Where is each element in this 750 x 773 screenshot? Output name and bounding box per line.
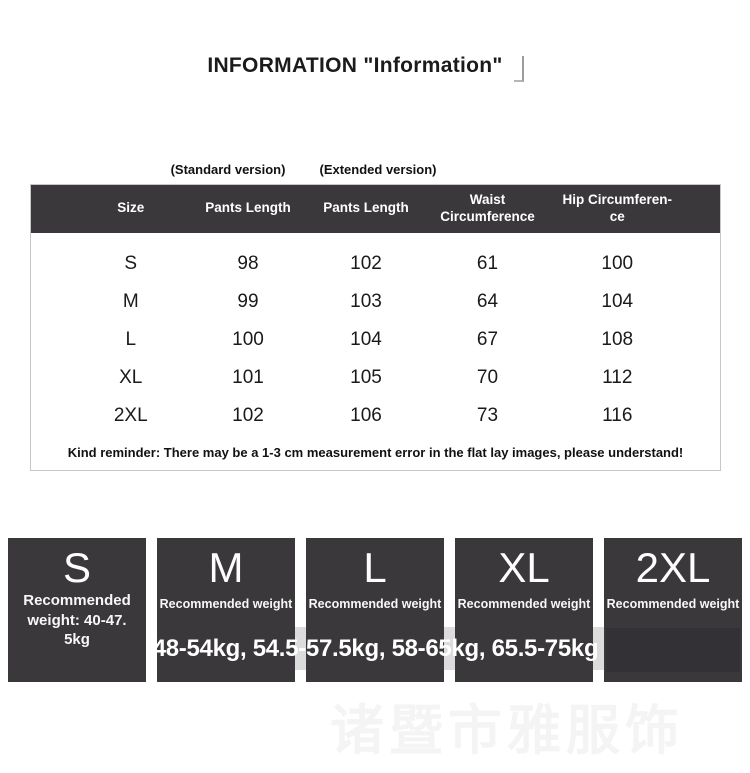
size-card-note: Recommended weight [457,597,591,612]
extended-length-cell: 103 [350,290,382,312]
table-row-xl: XL 101 105 70 112 [31,359,721,397]
reminder-row: Kind reminder: There may be a 1-3 cm mea… [31,435,721,471]
size-card-note: Recommended weight [606,597,740,612]
table-row-m: M 99 103 64 104 [31,283,721,321]
size-card-letter: L [363,544,387,591]
size-card-2xl: 2XL Recommended weight [604,538,742,682]
size-card-letter: XL [498,544,550,591]
size-cell: XL [119,366,143,388]
dark-band [606,628,740,672]
standard-length-cell: 101 [232,366,264,388]
table-row-l: L 100 104 67 108 [31,321,721,359]
size-card-letter: S [62,544,91,591]
size-cell: L [125,328,137,350]
size-cell: S [124,252,138,274]
col-header-size: Size [30,184,191,233]
extended-length-cell: 106 [350,404,382,426]
size-card-xl: XL Recommended weight [455,538,593,682]
col-header-pants-length-standard: Pants Length [190,184,306,233]
waist-cell: 73 [476,404,499,426]
size-card-note: Recommended weight [308,597,442,612]
weight-banner-text: 48-54kg, 54.5-57.5kg, 58-65kg, 65.5-75kg [152,634,599,662]
hip-cell: 100 [601,252,634,274]
size-cell: M [122,290,139,312]
standard-version-label: (Standard version) [170,162,286,177]
extended-version-label: (Extended version) [319,162,437,177]
reminder-text: Kind reminder: There may be a 1-3 cm mea… [67,444,684,460]
size-table: Size Pants Length Pants Length Waist Cir… [30,184,721,471]
hip-cell: 116 [602,404,633,426]
col-header-pants-length-extended: Pants Length [305,184,427,233]
watermark-text: 诸暨市雅服饰 [330,686,684,765]
page-title: INFORMATION "Information" [207,54,503,77]
waist-cell: 61 [476,252,499,274]
col-header-waist: Waist Circumference [426,184,549,233]
size-card-letter: M [208,544,244,591]
size-card-m: M Recommended weight [157,538,295,682]
size-card-letter: 2XL [635,544,711,591]
standard-length-cell: 102 [232,404,264,426]
size-card-note: Recommended weight [159,597,293,612]
waist-cell: 64 [476,290,499,312]
standard-length-cell: 99 [237,290,259,312]
corner-bracket-mark [514,56,524,82]
size-card-note: Recommended weight: 40-47. 5kg [23,592,131,649]
hip-cell: 112 [602,366,633,388]
table-row-2xl: 2XL 102 106 73 116 [31,397,721,435]
hip-cell: 108 [601,328,634,350]
size-cell: 2XL [113,404,148,426]
hip-cell: 104 [601,290,634,312]
extended-length-cell: 105 [350,366,382,388]
size-card-l: L Recommended weight [306,538,444,682]
standard-length-cell: 100 [232,328,264,350]
col-header-hip: Hip Circumferen- ce [548,184,721,233]
waist-cell: 67 [476,328,499,350]
size-card-s: S Recommended weight: 40-47. 5kg [8,538,146,682]
waist-cell: 70 [476,366,499,388]
table-header-row: Size Pants Length Pants Length Waist Cir… [30,184,721,233]
table-row-s: S 98 102 61 100 [31,233,721,283]
extended-length-cell: 104 [350,328,382,350]
extended-length-cell: 102 [350,252,382,274]
standard-length-cell: 98 [237,252,259,274]
